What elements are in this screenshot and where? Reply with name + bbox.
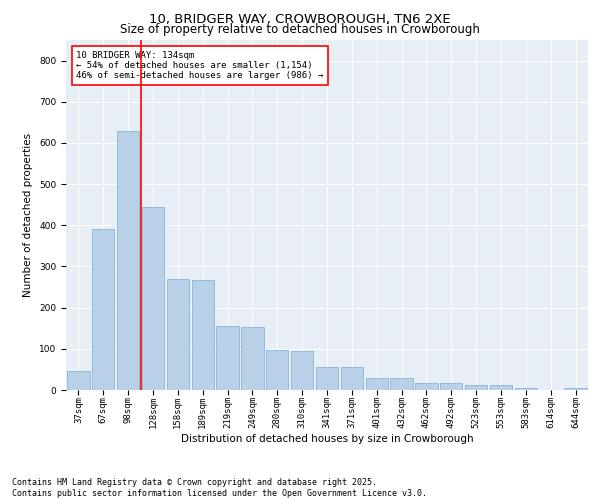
Bar	[341, 366, 363, 390]
Text: Size of property relative to detached houses in Crowborough: Size of property relative to detached ho…	[120, 22, 480, 36]
Bar	[316, 366, 338, 390]
Bar	[440, 383, 463, 390]
Y-axis label: Number of detached properties: Number of detached properties	[23, 133, 34, 297]
Bar	[415, 382, 437, 390]
Bar	[465, 385, 487, 390]
Bar	[191, 280, 214, 390]
Bar	[117, 130, 139, 390]
Bar	[291, 351, 313, 390]
Bar	[490, 385, 512, 390]
Text: 10, BRIDGER WAY, CROWBOROUGH, TN6 2XE: 10, BRIDGER WAY, CROWBOROUGH, TN6 2XE	[149, 12, 451, 26]
Bar	[391, 378, 413, 390]
Bar	[92, 230, 115, 390]
Bar	[217, 326, 239, 390]
Bar	[565, 388, 587, 390]
Bar	[167, 279, 189, 390]
Bar	[365, 378, 388, 390]
Bar	[241, 328, 263, 390]
Bar	[142, 207, 164, 390]
Bar	[266, 350, 289, 390]
Text: 10 BRIDGER WAY: 134sqm
← 54% of detached houses are smaller (1,154)
46% of semi-: 10 BRIDGER WAY: 134sqm ← 54% of detached…	[76, 50, 323, 80]
X-axis label: Distribution of detached houses by size in Crowborough: Distribution of detached houses by size …	[181, 434, 473, 444]
Text: Contains HM Land Registry data © Crown copyright and database right 2025.
Contai: Contains HM Land Registry data © Crown c…	[12, 478, 427, 498]
Bar	[515, 388, 537, 390]
Bar	[67, 370, 89, 390]
